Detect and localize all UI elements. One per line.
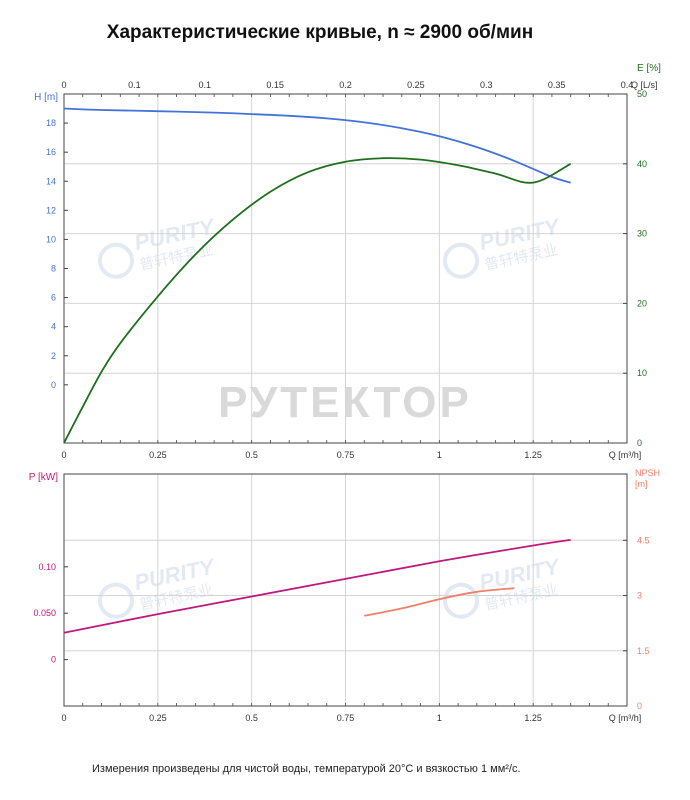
x-top-tick-label: 0.3: [480, 80, 493, 90]
top-panel: 0 0.25 0.5 0.75 1 1.25 Q [m³/h] 0 0.1 0.1 0.15 0.2 0…: [34, 63, 661, 460]
series-line-p: [63, 539, 571, 634]
measurement-footnote: Измерения произведены для чистой воды, т…: [92, 763, 521, 775]
x-tick-label: 0.75: [337, 713, 355, 723]
y-left-tick-label: 18: [46, 118, 56, 128]
y-left-tick-label: 8: [51, 264, 56, 274]
x-top-tick-label: 0: [61, 80, 66, 90]
y-right-axis-unit: [m]: [635, 479, 648, 489]
y-left-tick-label: 16: [46, 147, 56, 157]
y-right-tick-label: 30: [637, 229, 647, 239]
bottom-panel: 0 0.25 0.5 0.75 1 1.25 Q [m³/h] 0 0.050 0.10 P [kW…: [29, 468, 660, 723]
x-tick-label: 0.5: [245, 713, 258, 723]
purity-logo-icon: [443, 242, 480, 279]
x-tick-label: 1.25: [524, 450, 542, 460]
purity-logo-icon: [98, 582, 135, 619]
y-left-tick-label: 4: [51, 322, 56, 332]
y-left-axis-label: P [kW]: [29, 472, 58, 483]
chart-title: Характеристические кривые, n ≈ 2900 об/м…: [106, 22, 534, 43]
y-left-tick-label: 10: [46, 234, 56, 244]
purity-logo-icon: [443, 582, 480, 619]
y-right-tick-label: 10: [637, 368, 647, 378]
x-tick-label: 0.5: [245, 450, 258, 460]
x-tick-label: 0: [61, 713, 66, 723]
x-tick-label: 1.25: [524, 713, 542, 723]
x-top-tick-label: 0.1: [128, 80, 141, 90]
y-right-tick-label: 0: [637, 701, 642, 711]
x-top-tick-label: 0.15: [266, 80, 284, 90]
series-line-npsh: [364, 587, 515, 617]
x-tick-label: 1: [437, 713, 442, 723]
x-tick-label: 0.25: [149, 713, 167, 723]
y-left-tick-label: 2: [51, 351, 56, 361]
y-left-axis-label: H [m]: [34, 92, 58, 103]
y-left-tick-label: 12: [46, 205, 56, 215]
y-right-tick-label: 50: [637, 89, 647, 99]
x-tick-label: 0: [61, 450, 66, 460]
x-tick-label: 0.25: [149, 450, 167, 460]
purity-logo-icon: [98, 242, 135, 279]
x-top-axis-label: Q [L/s]: [631, 80, 658, 90]
x-top-tick-label: 0.25: [407, 80, 425, 90]
y-right-tick-label: 0: [637, 438, 642, 448]
x-axis-label: Q [m³/h]: [609, 713, 642, 723]
y-right-tick-label: 4.5: [637, 535, 650, 545]
y-left-tick-label: 0: [51, 380, 56, 390]
y-left-tick-label: 6: [51, 293, 56, 303]
y-left-tick-label: 0.050: [33, 608, 56, 618]
x-axis-label: Q [m³/h]: [609, 450, 642, 460]
rutektor-watermark: РУТЕКТОР: [218, 378, 472, 427]
x-top-tick-label: 0.2: [339, 80, 352, 90]
x-top-tick-label: 0.1: [198, 80, 211, 90]
y-right-axis-label: NPSH: [635, 468, 660, 478]
y-left-tick-label: 0.10: [38, 562, 56, 572]
y-right-tick-label: 1.5: [637, 646, 650, 656]
y-right-tick-label: 20: [637, 298, 647, 308]
x-tick-label: 0.75: [337, 450, 355, 460]
x-top-tick-label: 0.4: [621, 80, 634, 90]
y-right-tick-label: 3: [637, 591, 642, 601]
x-tick-label: 1: [437, 450, 442, 460]
series-line-e: [63, 157, 572, 444]
series-line-h: [63, 107, 571, 184]
y-right-tick-label: 40: [637, 159, 647, 169]
y-left-tick-label: 0: [51, 655, 56, 665]
y-right-axis-label: E [%]: [637, 63, 661, 74]
y-left-tick-label: 14: [46, 176, 56, 186]
x-top-tick-label: 0.35: [548, 80, 566, 90]
